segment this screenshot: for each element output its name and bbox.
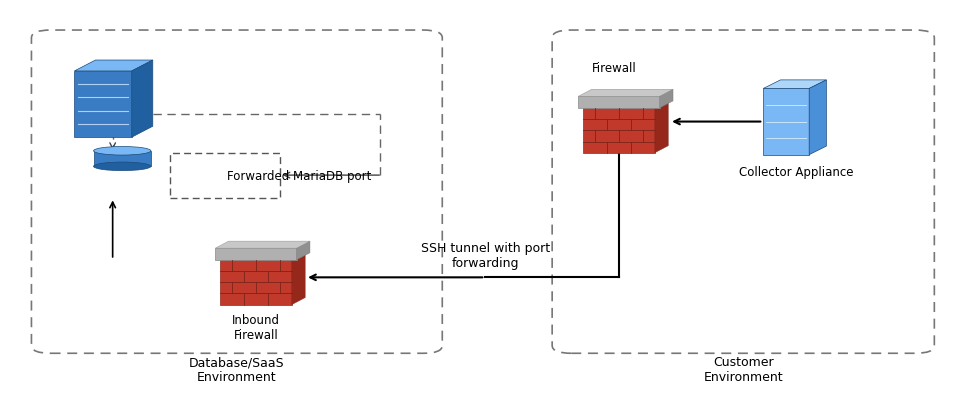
Bar: [74, 71, 132, 137]
Bar: [220, 260, 292, 305]
FancyBboxPatch shape: [170, 153, 280, 198]
Polygon shape: [809, 80, 826, 155]
Bar: [763, 88, 809, 155]
Bar: [215, 248, 297, 260]
Polygon shape: [215, 241, 310, 248]
Ellipse shape: [93, 147, 151, 155]
Polygon shape: [132, 60, 153, 137]
Polygon shape: [654, 101, 668, 153]
Text: Inbound
Firewall: Inbound Firewall: [232, 314, 280, 342]
Bar: [583, 108, 654, 153]
Polygon shape: [659, 89, 673, 108]
Polygon shape: [763, 80, 826, 88]
Polygon shape: [292, 253, 306, 305]
Text: Forwarded MariaDB port: Forwarded MariaDB port: [228, 169, 372, 182]
Polygon shape: [74, 60, 153, 71]
Bar: [93, 151, 151, 166]
Polygon shape: [297, 241, 310, 260]
Bar: [579, 96, 659, 108]
Ellipse shape: [93, 162, 151, 171]
Text: SSH tunnel with port
forwarding: SSH tunnel with port forwarding: [421, 242, 550, 270]
Text: Database/SaaS
Environment: Database/SaaS Environment: [189, 356, 284, 384]
Text: Firewall: Firewall: [592, 62, 636, 75]
Polygon shape: [579, 89, 673, 96]
Text: Collector Appliance: Collector Appliance: [739, 166, 853, 179]
Text: Customer
Environment: Customer Environment: [703, 356, 783, 384]
